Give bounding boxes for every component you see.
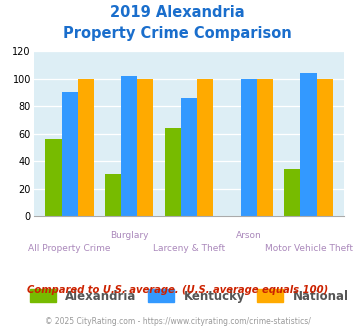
Bar	[317, 79, 333, 216]
Bar	[241, 79, 257, 216]
Text: Arson: Arson	[236, 231, 262, 240]
Bar	[284, 169, 300, 216]
Text: Compared to U.S. average. (U.S. average equals 100): Compared to U.S. average. (U.S. average …	[27, 285, 328, 295]
Bar	[45, 139, 61, 216]
Bar	[257, 79, 273, 216]
Bar	[105, 174, 121, 216]
Text: Larceny & Theft: Larceny & Theft	[153, 244, 225, 253]
Bar	[121, 76, 137, 216]
Text: All Property Crime: All Property Crime	[28, 244, 111, 253]
Bar	[181, 98, 197, 216]
Text: Property Crime Comparison: Property Crime Comparison	[63, 26, 292, 41]
Text: © 2025 CityRating.com - https://www.cityrating.com/crime-statistics/: © 2025 CityRating.com - https://www.city…	[45, 317, 310, 326]
Bar	[78, 79, 94, 216]
Text: Burglary: Burglary	[110, 231, 148, 240]
Legend: Alexandria, Kentucky, National: Alexandria, Kentucky, National	[25, 285, 353, 308]
Bar	[61, 92, 78, 216]
Text: Motor Vehicle Theft: Motor Vehicle Theft	[264, 244, 353, 253]
Text: 2019 Alexandria: 2019 Alexandria	[110, 5, 245, 20]
Bar	[165, 128, 181, 216]
Bar	[300, 73, 317, 216]
Bar	[137, 79, 153, 216]
Bar	[197, 79, 213, 216]
